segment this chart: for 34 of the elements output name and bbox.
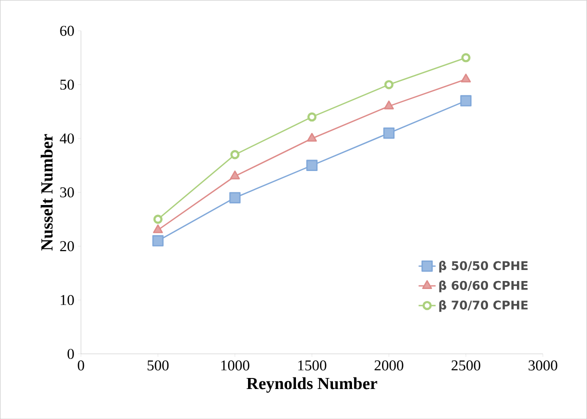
x-tick-label: 3000 bbox=[528, 360, 558, 370]
point bbox=[152, 235, 164, 246]
point bbox=[230, 150, 240, 160]
x-tick-label: 2000 bbox=[374, 360, 404, 370]
y-tick-label: 10 bbox=[60, 294, 74, 305]
y-tick-label: 60 bbox=[60, 26, 74, 36]
point bbox=[152, 224, 163, 234]
point bbox=[383, 127, 395, 139]
y-axis-title: Nusselt Number bbox=[40, 134, 53, 250]
x-tick-label: 1000 bbox=[221, 360, 250, 370]
y-tick-label: 0 bbox=[68, 348, 74, 359]
point bbox=[460, 95, 472, 106]
point bbox=[384, 80, 394, 90]
legend-label: β 60/60 CPHE bbox=[439, 280, 528, 292]
point bbox=[307, 112, 317, 122]
x-tick-label: 500 bbox=[148, 360, 169, 370]
legend-label: β 50/50 CPHE bbox=[439, 260, 528, 272]
point bbox=[229, 192, 241, 204]
x-tick-label: 0 bbox=[78, 360, 84, 370]
legend-label: β 70/70 CPHE bbox=[439, 300, 528, 312]
x-tick-label: 2500 bbox=[452, 360, 480, 370]
point bbox=[384, 100, 394, 110]
point bbox=[306, 132, 317, 142]
y-tick-label: 50 bbox=[60, 80, 74, 90]
y-tick-label: 30 bbox=[60, 187, 74, 198]
point bbox=[306, 160, 318, 171]
point bbox=[460, 74, 471, 82]
point bbox=[153, 214, 163, 224]
x-tick-label: 1500 bbox=[298, 360, 326, 370]
y-tick-label: 20 bbox=[60, 241, 74, 252]
y-tick-label: 40 bbox=[60, 133, 74, 144]
point bbox=[230, 170, 240, 180]
point bbox=[461, 53, 470, 62]
x-axis-title: Reynolds Number bbox=[246, 377, 378, 393]
